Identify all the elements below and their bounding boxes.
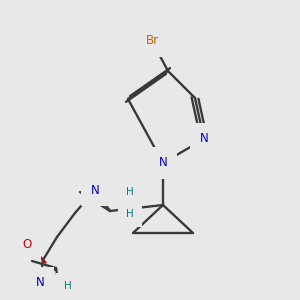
Text: Br: Br xyxy=(146,34,159,47)
Text: H: H xyxy=(64,281,72,291)
Text: H: H xyxy=(126,187,134,197)
Text: H: H xyxy=(126,209,134,219)
Text: N: N xyxy=(200,133,208,146)
Text: O: O xyxy=(22,238,32,250)
Text: N: N xyxy=(36,277,44,290)
Text: N: N xyxy=(91,184,99,196)
Text: N: N xyxy=(159,157,167,169)
